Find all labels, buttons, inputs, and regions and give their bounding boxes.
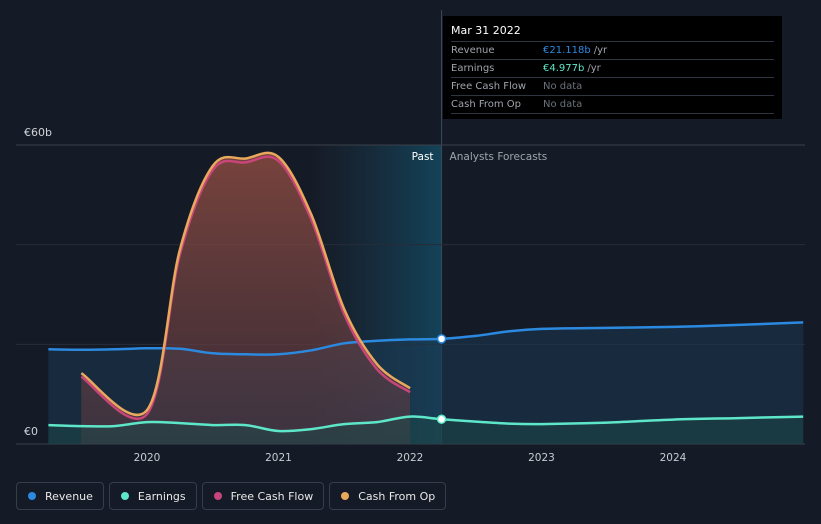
y-tick-label: €60b bbox=[24, 126, 52, 139]
cash-from-op-line bbox=[80, 151, 411, 417]
x-tick-label: 2023 bbox=[528, 452, 555, 464]
legend-label: Free Cash Flow bbox=[230, 489, 314, 503]
tooltip-date: Mar 31 2022 bbox=[451, 24, 521, 37]
legend-item-earnings[interactable]: Earnings bbox=[108, 482, 197, 510]
series-lines bbox=[48, 151, 804, 433]
legend-label: Cash From Op bbox=[358, 489, 436, 503]
tooltip-value: No data bbox=[543, 99, 583, 110]
axis-labels: €60b €0 2020 2021 2022 2023 2024 Past Analysts F… bbox=[24, 126, 687, 464]
cash-from-op-area bbox=[81, 152, 410, 445]
legend: Revenue Earnings Free Cash Flow Cash Fro… bbox=[16, 482, 447, 510]
forecast-label: Analysts Forecasts bbox=[450, 151, 548, 163]
tooltip-unit: /yr bbox=[593, 45, 608, 56]
legend-dot-icon bbox=[213, 492, 222, 500]
tooltip-row-fcf: Free Cash Flow No data bbox=[451, 77, 774, 95]
tooltip-panel: Mar 31 2022 Revenue €21.118b /yr Earning… bbox=[443, 16, 782, 119]
x-tick-label: 2021 bbox=[265, 452, 292, 464]
series-areas bbox=[48, 152, 804, 445]
earnings-point bbox=[436, 414, 447, 424]
earnings-line bbox=[48, 415, 804, 433]
legend-dot-icon bbox=[341, 492, 350, 500]
current-markers bbox=[436, 334, 447, 424]
x-tick-label: 2020 bbox=[134, 452, 161, 464]
y-tick-label: €0 bbox=[24, 425, 38, 438]
tooltip-label: Free Cash Flow bbox=[451, 81, 527, 92]
tooltip-label: Revenue bbox=[451, 45, 495, 56]
past-label: Past bbox=[412, 151, 434, 163]
legend-item-free-cash-flow[interactable]: Free Cash Flow bbox=[201, 482, 325, 510]
tooltip-row-earnings: Earnings €4.977b /yr bbox=[451, 59, 774, 77]
x-tick-label: 2024 bbox=[660, 452, 687, 464]
revenue-point bbox=[436, 334, 447, 344]
tooltip-value: No data bbox=[543, 81, 583, 92]
tooltip-row-revenue: Revenue €21.118b /yr bbox=[451, 41, 774, 59]
legend-item-cash-from-op[interactable]: Cash From Op bbox=[329, 482, 447, 510]
tooltip-unit: /yr bbox=[587, 63, 601, 74]
legend-label: Revenue bbox=[45, 489, 93, 503]
tooltip-value: €21.118b bbox=[543, 45, 591, 56]
tooltip-label: Earnings bbox=[451, 63, 495, 74]
x-tick-label: 2022 bbox=[397, 452, 424, 464]
tooltip-label: Cash From Op bbox=[451, 99, 522, 110]
revenue-line bbox=[48, 321, 804, 356]
legend-dot-icon bbox=[120, 492, 129, 500]
tooltip-value: €4.977b bbox=[543, 63, 585, 74]
legend-dot-icon bbox=[28, 492, 36, 500]
tooltip-row-cfo: Cash From Op No data bbox=[451, 95, 774, 114]
legend-label: Earnings bbox=[137, 489, 186, 503]
legend-item-revenue[interactable]: Revenue bbox=[16, 482, 104, 510]
